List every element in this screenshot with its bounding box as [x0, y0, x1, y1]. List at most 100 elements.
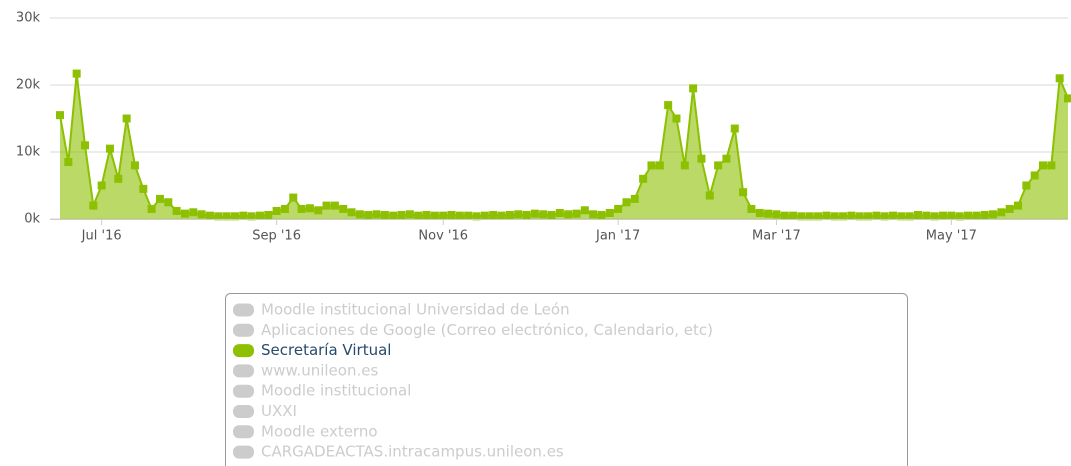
marker [855, 212, 864, 221]
area-line [59, 73, 1069, 218]
marker [664, 101, 673, 110]
legend-symbol[interactable] [233, 445, 254, 459]
marker [514, 210, 523, 219]
legend-label[interactable]: www.unileon.es [261, 361, 378, 379]
marker [422, 210, 431, 219]
marker [180, 209, 189, 218]
marker [947, 211, 956, 220]
x-tick-label: May '17 [926, 229, 977, 244]
legend-label[interactable]: Moodle institucional Universidad de León [261, 301, 570, 319]
legend-label[interactable]: Moodle institucional [261, 382, 411, 400]
marker [205, 211, 214, 220]
area-fill [60, 73, 1068, 219]
marker [80, 141, 89, 150]
marker [789, 211, 798, 220]
y-tick-label: 10k [16, 145, 41, 160]
y-tick-label: 0k [24, 212, 40, 227]
marker [705, 191, 714, 200]
marker [689, 84, 698, 93]
legend-symbol[interactable] [233, 384, 254, 398]
legend-symbol[interactable] [233, 425, 254, 439]
marker [847, 211, 856, 220]
x-tick-label: Sep '16 [252, 229, 301, 244]
legend-symbol[interactable] [233, 323, 254, 337]
marker [497, 211, 506, 220]
marker [289, 193, 298, 202]
marker [680, 161, 689, 170]
legend-label[interactable]: CARGADEACTAS.intracampus.unileon.es [261, 443, 564, 461]
marker [572, 209, 581, 218]
legend-label[interactable]: Secretaría Virtual [261, 341, 391, 359]
marker [1047, 161, 1056, 170]
marker [522, 210, 531, 219]
legend-label[interactable]: UXXI [261, 402, 297, 420]
marker [547, 210, 556, 219]
marker [322, 201, 331, 210]
marker [905, 212, 914, 221]
marker [555, 208, 564, 217]
marker [164, 198, 173, 207]
marker [489, 210, 498, 219]
legend-label[interactable]: Aplicaciones de Google (Correo electróni… [261, 321, 713, 339]
marker [447, 210, 456, 219]
legend-label[interactable]: Moodle externo [261, 422, 378, 440]
legend-symbol[interactable] [233, 303, 254, 317]
marker [414, 211, 423, 220]
marker [364, 210, 373, 219]
legend-symbol[interactable] [233, 405, 254, 418]
marker [805, 212, 814, 221]
marker [480, 211, 489, 220]
marker [189, 208, 198, 217]
legend-symbol[interactable] [233, 364, 254, 378]
marker [589, 210, 598, 219]
x-tick-label: Jul '16 [81, 229, 122, 244]
marker [764, 209, 773, 218]
marker [672, 114, 681, 123]
marker [147, 204, 156, 213]
marker [1005, 204, 1014, 213]
marker [655, 161, 664, 170]
marker [597, 210, 606, 219]
marker [914, 210, 923, 219]
marker [389, 211, 398, 220]
marker [714, 161, 723, 170]
marker [989, 210, 998, 219]
marker [964, 211, 973, 220]
marker [939, 211, 948, 220]
marker [505, 210, 514, 219]
marker [347, 208, 356, 217]
marker [889, 211, 898, 220]
marker [372, 210, 381, 219]
marker [472, 212, 481, 221]
marker [272, 206, 281, 215]
marker [564, 210, 573, 219]
marker [605, 208, 614, 217]
marker [864, 212, 873, 221]
marker [1055, 74, 1064, 83]
marker [872, 211, 881, 220]
marker [397, 210, 406, 219]
marker [647, 161, 656, 170]
marker [639, 174, 648, 183]
marker [439, 211, 448, 220]
marker [72, 69, 81, 78]
marker [530, 209, 539, 218]
marker [430, 211, 439, 220]
marker [355, 210, 364, 219]
marker [822, 211, 831, 220]
marker [830, 212, 839, 221]
marker [155, 194, 164, 203]
legend-symbol[interactable] [233, 344, 254, 358]
marker [747, 204, 756, 213]
marker [130, 161, 139, 170]
legend-box [225, 293, 908, 466]
marker [1030, 171, 1039, 180]
marker [972, 211, 981, 220]
marker [197, 210, 206, 219]
marker [539, 210, 548, 219]
marker [614, 204, 623, 213]
marker [722, 154, 731, 163]
marker [1022, 181, 1031, 190]
marker [305, 204, 314, 213]
